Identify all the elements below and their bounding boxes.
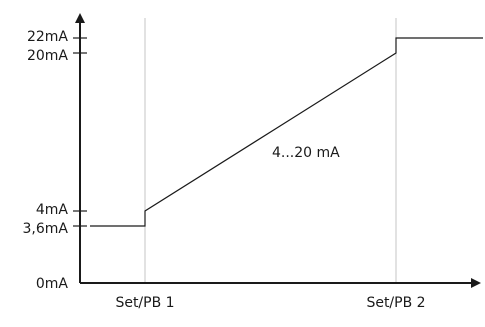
x-tick-label-2: Set/PB 2 — [366, 295, 425, 311]
x-tick-labels: Set/PB 1 Set/PB 2 — [115, 295, 425, 311]
y-ticks: 0mA 3,6mA 4mA 20mA 22mA — [23, 29, 87, 292]
y-tick-label-2: 4mA — [36, 202, 69, 218]
y-tick-label-1: 3,6mA — [23, 221, 69, 237]
y-tick-label-0: 0mA — [36, 276, 69, 292]
y-tick-label-4: 22mA — [27, 29, 68, 45]
vertical-guide-lines — [144, 18, 397, 283]
series-label: 4...20 mA — [272, 145, 340, 161]
y-tick-label-3: 20mA — [27, 48, 68, 64]
x-tick-label-1: Set/PB 1 — [115, 295, 174, 311]
series-line-4-20ma — [90, 37, 483, 227]
